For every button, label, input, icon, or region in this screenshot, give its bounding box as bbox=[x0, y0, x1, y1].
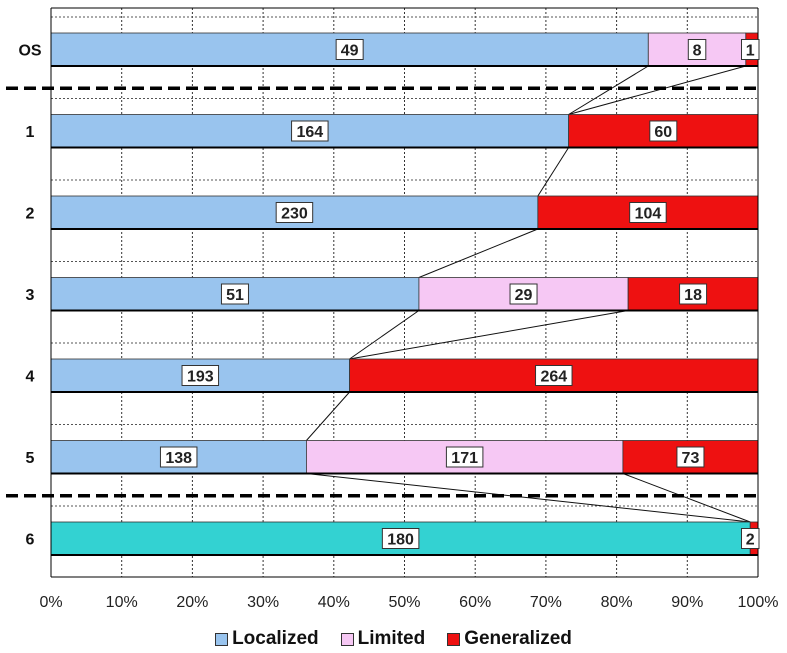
connector-line bbox=[349, 310, 420, 360]
connector-line bbox=[622, 473, 751, 523]
value-label-box bbox=[649, 120, 678, 142]
value-label: 73 bbox=[682, 450, 700, 467]
x-tick-label: 0% bbox=[39, 594, 62, 611]
connector-line bbox=[537, 147, 570, 197]
x-tick-label: 20% bbox=[176, 594, 208, 611]
value-label-box bbox=[291, 120, 329, 142]
category-label: 3 bbox=[26, 287, 35, 304]
value-label-box bbox=[741, 528, 760, 549]
connector-line bbox=[568, 65, 649, 115]
value-label-box bbox=[275, 202, 314, 223]
value-label-box bbox=[159, 446, 198, 468]
value-label: 1 bbox=[746, 43, 755, 60]
value-label-box bbox=[629, 202, 667, 223]
axes bbox=[50, 7, 759, 578]
legend-swatch-generalized bbox=[447, 632, 461, 646]
x-tick-label: 80% bbox=[601, 594, 633, 611]
value-label-box bbox=[679, 283, 708, 305]
value-label-box bbox=[676, 446, 705, 468]
value-label-box bbox=[687, 39, 707, 60]
connector-line bbox=[306, 391, 350, 441]
connector-line bbox=[349, 310, 629, 360]
bar-segment bbox=[647, 32, 747, 67]
value-label: 193 bbox=[187, 369, 214, 386]
value-label: 49 bbox=[341, 43, 359, 60]
connector-line bbox=[306, 473, 751, 523]
legend: Localized Limited Generalized bbox=[0, 626, 787, 652]
connector-line bbox=[568, 65, 746, 115]
value-label-box bbox=[741, 39, 760, 60]
labels: 0% 10% 20% 30% 40% 50% 60% 70% 80% 90% 100% OS 1 2 3 4 5… bbox=[18, 39, 779, 611]
value-label-box bbox=[535, 365, 573, 386]
legend-item-limited: Limited bbox=[340, 628, 426, 650]
x-tick-label: 60% bbox=[459, 594, 491, 611]
legend-item-generalized: Generalized bbox=[447, 628, 572, 650]
value-label: 51 bbox=[226, 287, 244, 304]
value-label: 18 bbox=[684, 287, 702, 304]
category-label: 2 bbox=[26, 206, 35, 223]
value-label: 2 bbox=[746, 532, 755, 549]
x-tick-label: 70% bbox=[530, 594, 562, 611]
category-label: 5 bbox=[26, 450, 35, 467]
value-label: 164 bbox=[296, 124, 323, 141]
value-label: 8 bbox=[693, 43, 702, 60]
value-label-box bbox=[509, 283, 538, 305]
value-label: 138 bbox=[165, 450, 192, 467]
x-tick-label: 100% bbox=[738, 594, 779, 611]
category-label: 1 bbox=[26, 124, 35, 141]
connector-line bbox=[418, 228, 539, 278]
value-label: 29 bbox=[515, 287, 533, 304]
legend-swatch-limited bbox=[340, 632, 354, 646]
legend-label-limited: Limited bbox=[357, 628, 426, 649]
legend-swatch-localized bbox=[215, 632, 229, 646]
legend-label-generalized: Generalized bbox=[464, 628, 572, 649]
value-label: 60 bbox=[654, 124, 672, 141]
value-label-box bbox=[335, 39, 364, 60]
legend-label-localized: Localized bbox=[232, 628, 319, 649]
category-label: OS bbox=[18, 43, 41, 60]
x-tick-label: 40% bbox=[318, 594, 350, 611]
x-tick-label: 30% bbox=[247, 594, 279, 611]
value-label: 104 bbox=[635, 206, 662, 223]
value-label-box bbox=[181, 365, 220, 386]
value-label-box bbox=[381, 528, 420, 549]
legend-item-localized: Localized bbox=[215, 628, 319, 650]
value-label-box bbox=[445, 446, 484, 468]
category-label: 4 bbox=[26, 369, 35, 386]
x-tick-label: 50% bbox=[388, 594, 420, 611]
connector-lines bbox=[306, 65, 751, 523]
value-label: 230 bbox=[281, 206, 308, 223]
value-label: 264 bbox=[540, 369, 567, 386]
x-tick-label: 90% bbox=[671, 594, 703, 611]
value-label-box bbox=[220, 283, 249, 305]
value-label: 180 bbox=[387, 532, 414, 549]
category-label: 6 bbox=[26, 532, 35, 549]
value-label: 171 bbox=[451, 450, 478, 467]
x-tick-label: 10% bbox=[106, 594, 138, 611]
